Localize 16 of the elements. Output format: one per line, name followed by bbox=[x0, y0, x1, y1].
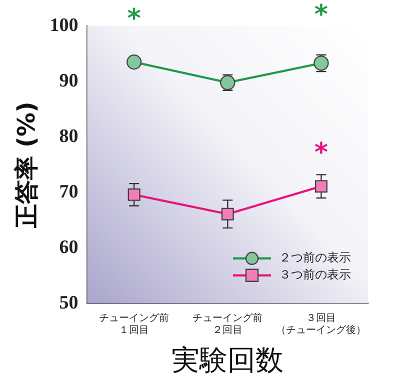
x-tick-label: ３回目（チューイング後） bbox=[276, 312, 366, 336]
legend-label: ２つ前の表示 bbox=[279, 250, 351, 265]
y-tick-label: 80 bbox=[59, 126, 78, 147]
y-tick-label: 100 bbox=[50, 14, 78, 36]
x-axis-title: 実験回数 bbox=[172, 343, 284, 376]
y-tick-label: 90 bbox=[59, 70, 78, 92]
y-tick-label: 60 bbox=[59, 236, 78, 258]
x-tick-label: チューイング前１回目 bbox=[99, 312, 170, 336]
legend-label: ３つ前の表示 bbox=[279, 268, 351, 282]
annotation: * bbox=[127, 4, 142, 34]
annotation: * bbox=[314, 138, 328, 168]
y-tick-label: 50 bbox=[59, 292, 78, 314]
x-tick-label: チューイング前２回目 bbox=[192, 312, 263, 336]
y-tick-label: 70 bbox=[59, 181, 78, 202]
annotation: * bbox=[314, 0, 328, 30]
y-axis-title: 正答率 (%) bbox=[12, 102, 41, 229]
